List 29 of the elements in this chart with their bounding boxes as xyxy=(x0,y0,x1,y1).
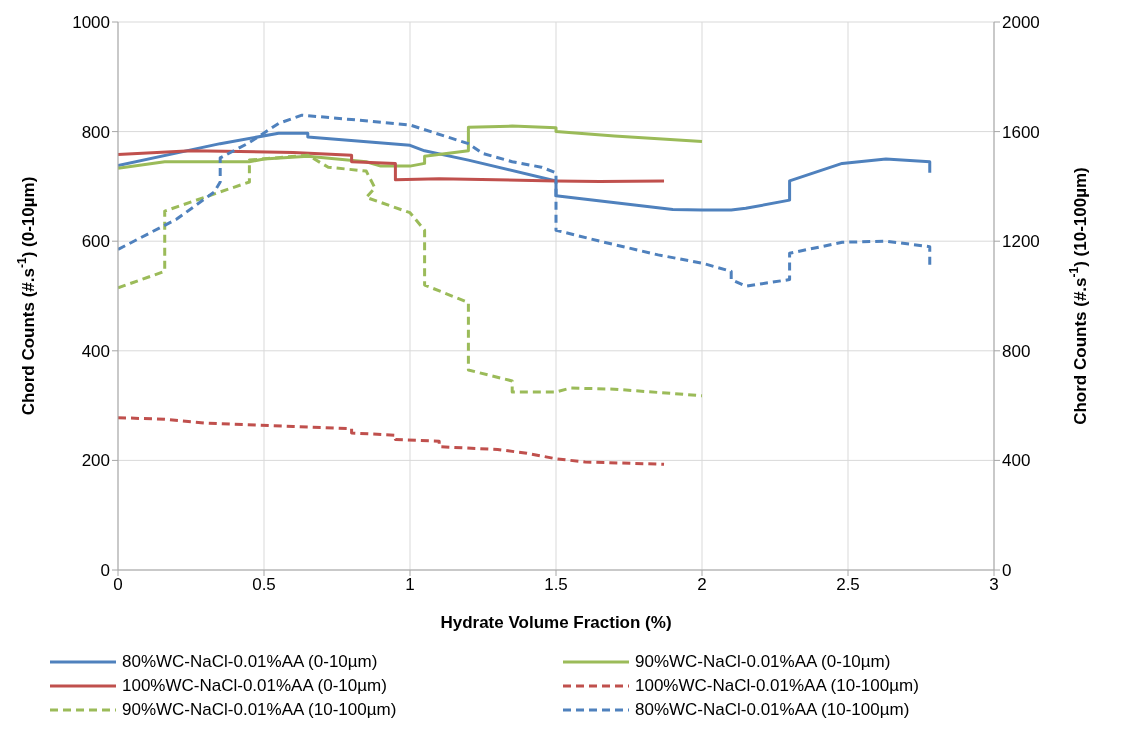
legend-label: 100%WC-NaCl-0.01%AA (10-100µm) xyxy=(635,676,919,696)
y2-tick-label: 2000 xyxy=(1002,13,1040,33)
line-series xyxy=(118,416,666,466)
x-tick-label: 3 xyxy=(989,575,999,595)
y2-tick-label: 1200 xyxy=(1002,232,1040,252)
y-tick-label: 800 xyxy=(81,122,110,142)
x-tick-label: 1.5 xyxy=(544,575,568,595)
x-tick-label: 1 xyxy=(405,575,415,595)
legend-label: 90%WC-NaCl-0.01%AA (10-100µm) xyxy=(122,700,397,720)
y-tick-label: 600 xyxy=(81,232,110,252)
y2-tick-label: 400 xyxy=(1002,451,1031,471)
y-tick-label: 1000 xyxy=(72,13,110,33)
x-tick-label: 0 xyxy=(113,575,123,595)
y-tick-label: 0 xyxy=(100,561,110,581)
y2-tick-label: 800 xyxy=(1002,341,1031,361)
y2-tick-label: 0 xyxy=(1002,561,1012,581)
legend-label: 100%WC-NaCl-0.01%AA (0-10µm) xyxy=(122,676,387,696)
y2-tick-label: 1600 xyxy=(1002,122,1040,142)
legend-label: 90%WC-NaCl-0.01%AA (0-10µm) xyxy=(635,652,891,672)
legend-label: 80%WC-NaCl-0.01%AA (10-100µm) xyxy=(635,700,910,720)
x-tick-label: 0.5 xyxy=(252,575,276,595)
legend-label: 80%WC-NaCl-0.01%AA (0-10µm) xyxy=(122,652,378,672)
y-tick-label: 200 xyxy=(81,451,110,471)
y-tick-label: 400 xyxy=(81,341,110,361)
line-series xyxy=(118,149,666,183)
x-tick-label: 2.5 xyxy=(836,575,860,595)
x-axis-title: Hydrate Volume Fraction (%) xyxy=(440,613,672,632)
line-series xyxy=(118,113,932,288)
x-tick-label: 2 xyxy=(697,575,707,595)
